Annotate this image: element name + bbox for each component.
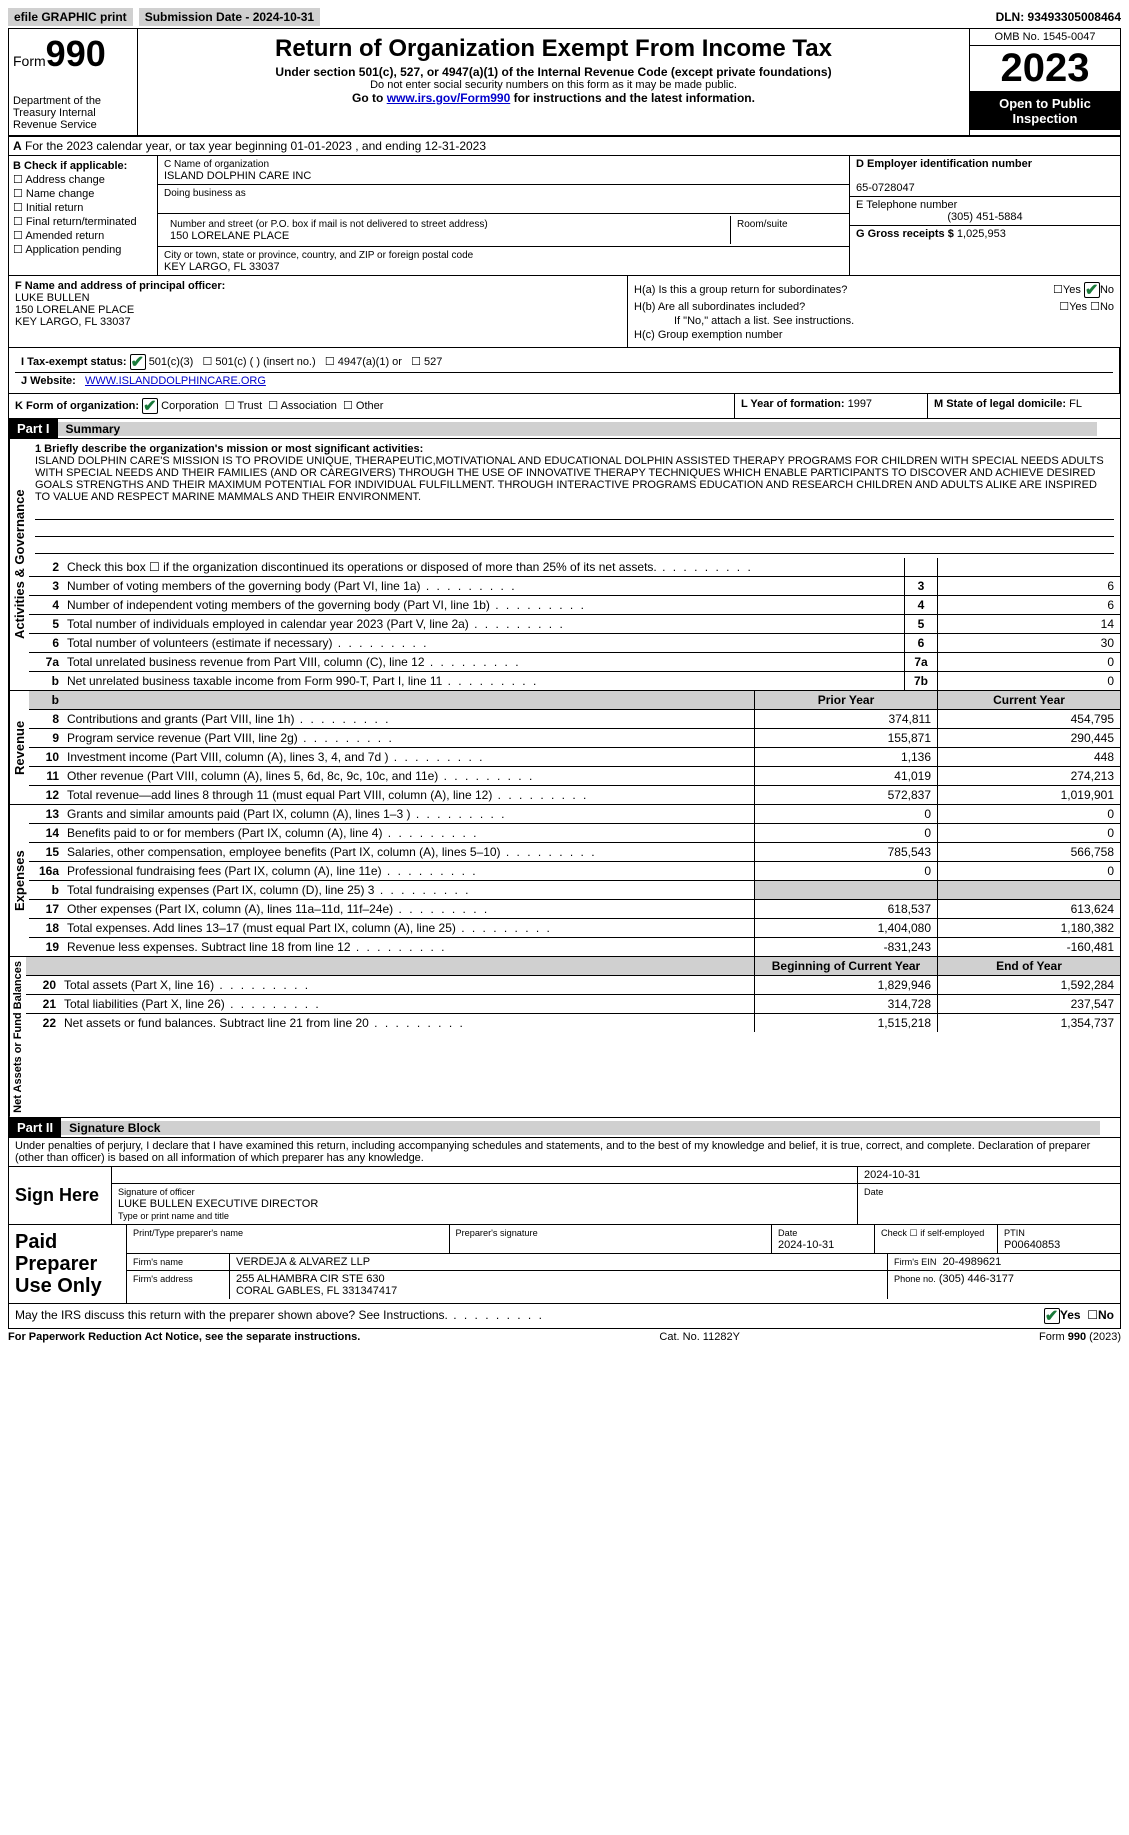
phone: (305) 451-5884: [856, 211, 1114, 223]
omb: OMB No. 1545-0047: [970, 29, 1120, 46]
form-number: Form990: [13, 33, 133, 75]
table-row: 13Grants and similar amounts paid (Part …: [29, 805, 1120, 824]
block-bcd: B Check if applicable: ☐ Address change …: [8, 156, 1121, 276]
inspection-badge: Open to Public Inspection: [970, 92, 1120, 130]
table-row: 20Total assets (Part X, line 16)1,829,94…: [26, 976, 1120, 995]
domicile-state: FL: [1069, 398, 1082, 410]
officer-name: LUKE BULLEN: [15, 292, 90, 304]
city-state-zip: KEY LARGO, FL 33037: [164, 261, 280, 273]
table-row: 22Net assets or fund balances. Subtract …: [26, 1014, 1120, 1032]
paid-preparer-block: Paid Preparer Use Only Print/Type prepar…: [8, 1225, 1121, 1304]
summary-row: bNet unrelated business taxable income f…: [29, 672, 1120, 690]
table-row: 10Investment income (Part VIII, column (…: [29, 748, 1120, 767]
cb-address-change[interactable]: ☐ Address change: [13, 173, 153, 186]
sub1: Under section 501(c), 527, or 4947(a)(1)…: [142, 65, 965, 79]
row-kl: K Form of organization: Corporation ☐ Tr…: [8, 394, 1121, 419]
gross-receipts: 1,025,953: [957, 228, 1006, 240]
table-row: 18Total expenses. Add lines 13–17 (must …: [29, 919, 1120, 938]
table-row: 16aProfessional fundraising fees (Part I…: [29, 862, 1120, 881]
summary-row: 2Check this box ☐ if the organization di…: [29, 558, 1120, 577]
cb-name-change[interactable]: ☐ Name change: [13, 187, 153, 200]
tax-year: 2023: [970, 46, 1120, 92]
sign-here-block: Sign Here 2024-10-31 Signature of office…: [8, 1167, 1121, 1225]
side-expenses: Expenses: [9, 805, 29, 956]
street-address: 150 LORELANE PLACE: [170, 230, 289, 242]
net-header-row: Beginning of Current Year End of Year: [26, 957, 1120, 976]
cb-initial-return[interactable]: ☐ Initial return: [13, 201, 153, 214]
summary-row: 3Number of voting members of the governi…: [29, 577, 1120, 596]
side-net: Net Assets or Fund Balances: [9, 957, 26, 1117]
perjury: Under penalties of perjury, I declare th…: [8, 1138, 1121, 1167]
firm-addr1: 255 ALHAMBRA CIR STE 630: [236, 1273, 385, 1285]
form-title: Return of Organization Exempt From Incom…: [142, 35, 965, 63]
firm-name: VERDEJA & ALVAREZ LLP: [230, 1254, 888, 1270]
sign-date: 2024-10-31: [858, 1167, 1120, 1183]
summary-row: 4Number of independent voting members of…: [29, 596, 1120, 615]
table-row: 14Benefits paid to or for members (Part …: [29, 824, 1120, 843]
efile-print[interactable]: efile GRAPHIC print: [8, 8, 133, 26]
firm-phone: (305) 446-3177: [939, 1273, 1014, 1285]
col-d: D Employer identification number 65-0728…: [849, 156, 1120, 275]
section-a: A For the 2023 calendar year, or tax yea…: [8, 137, 1121, 156]
501c3-checkbox[interactable]: [130, 354, 146, 370]
side-revenue: Revenue: [9, 691, 29, 804]
revenue-header-row: b Prior Year Current Year: [29, 691, 1120, 710]
cb-final-return[interactable]: ☐ Final return/terminated: [13, 215, 153, 228]
summary-row: 7aTotal unrelated business revenue from …: [29, 653, 1120, 672]
footer: For Paperwork Reduction Act Notice, see …: [8, 1329, 1121, 1343]
table-row: 19Revenue less expenses. Subtract line 1…: [29, 938, 1120, 956]
ein: 65-0728047: [856, 182, 915, 194]
table-row: 11Other revenue (Part VIII, column (A), …: [29, 767, 1120, 786]
table-row: 17Other expenses (Part IX, column (A), l…: [29, 900, 1120, 919]
side-activities: Activities & Governance: [9, 439, 29, 690]
summary-row: 5Total number of individuals employed in…: [29, 615, 1120, 634]
dln: DLN: 93493305008464: [996, 10, 1121, 24]
website-link[interactable]: WWW.ISLANDDOLPHINCARE.ORG: [85, 375, 266, 387]
summary-row: 6Total number of volunteers (estimate if…: [29, 634, 1120, 653]
col-b: B Check if applicable: ☐ Address change …: [9, 156, 158, 275]
revenue-table: Revenue b Prior Year Current Year 8Contr…: [8, 691, 1121, 805]
table-row: 21Total liabilities (Part X, line 26)314…: [26, 995, 1120, 1014]
irs-link[interactable]: www.irs.gov/Form990: [387, 91, 511, 105]
org-name: ISLAND DOLPHIN CARE INC: [164, 170, 311, 182]
col-h: H(a) Is this a group return for subordin…: [628, 276, 1120, 347]
year-formation: 1997: [848, 398, 872, 410]
table-row: 8Contributions and grants (Part VIII, li…: [29, 710, 1120, 729]
row-ij: I Tax-exempt status: 501(c)(3) ☐ 501(c) …: [8, 348, 1121, 394]
cb-app-pending[interactable]: ☐ Application pending: [13, 243, 153, 256]
col-f: F Name and address of principal officer:…: [9, 276, 628, 347]
block-fh: F Name and address of principal officer:…: [8, 276, 1121, 348]
form-header: Form990 Department of the Treasury Inter…: [8, 28, 1121, 137]
mission: 1 Briefly describe the organization's mi…: [29, 439, 1120, 558]
sub2: Do not enter social security numbers on …: [142, 79, 965, 91]
discuss-row: May the IRS discuss this return with the…: [8, 1304, 1121, 1329]
summary-table: Activities & Governance 1 Briefly descri…: [8, 439, 1121, 691]
table-row: 12Total revenue—add lines 8 through 11 (…: [29, 786, 1120, 804]
table-row: 9Program service revenue (Part VIII, lin…: [29, 729, 1120, 748]
paid-label: Paid Preparer Use Only: [9, 1225, 127, 1303]
officer-addr1: 150 LORELANE PLACE: [15, 304, 134, 316]
expenses-table: Expenses 13Grants and similar amounts pa…: [8, 805, 1121, 957]
discuss-yes-checkbox[interactable]: [1044, 1308, 1060, 1324]
col-c: C Name of organization ISLAND DOLPHIN CA…: [158, 156, 849, 275]
sign-here-label: Sign Here: [9, 1167, 112, 1224]
submission-date: Submission Date - 2024-10-31: [139, 8, 320, 26]
part2-header: Part IISignature Block: [8, 1118, 1121, 1138]
part1-header: Part ISummary: [8, 419, 1121, 439]
ptin: P00640853: [1004, 1239, 1060, 1251]
sub3: Go to www.irs.gov/Form990 for instructio…: [142, 91, 965, 105]
firm-addr2: CORAL GABLES, FL 331347417: [236, 1285, 397, 1297]
topbar: efile GRAPHIC print Submission Date - 20…: [8, 8, 1121, 26]
table-row: bTotal fundraising expenses (Part IX, co…: [29, 881, 1120, 900]
net-table: Net Assets or Fund Balances Beginning of…: [8, 957, 1121, 1118]
firm-ein: 20-4989621: [943, 1256, 1002, 1268]
dept-label: Department of the Treasury Internal Reve…: [13, 95, 133, 131]
table-row: 15Salaries, other compensation, employee…: [29, 843, 1120, 862]
ha-no-checkbox[interactable]: [1084, 282, 1100, 298]
cb-amended[interactable]: ☐ Amended return: [13, 229, 153, 242]
corp-checkbox[interactable]: [142, 398, 158, 414]
officer-sig-name: LUKE BULLEN EXECUTIVE DIRECTOR: [118, 1198, 318, 1210]
officer-addr2: KEY LARGO, FL 33037: [15, 316, 131, 328]
